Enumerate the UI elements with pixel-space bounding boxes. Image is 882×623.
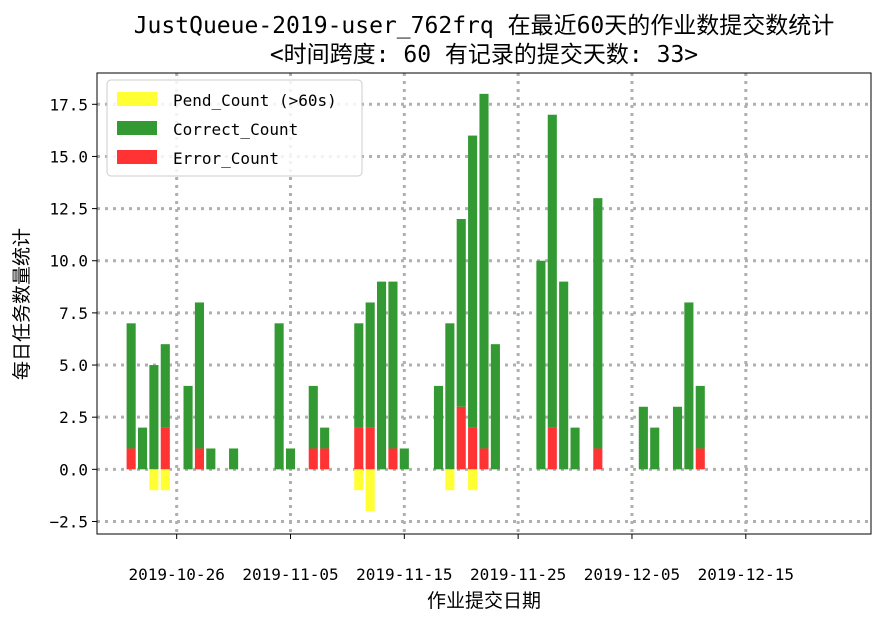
bar-error [194, 448, 204, 470]
chart-title-line2: <时间跨度: 60 有记录的提交天数: 33> [270, 42, 698, 68]
bar-correct [456, 219, 466, 407]
legend: Pend_Count (>60s) Correct_Count Error_Co… [106, 79, 363, 177]
bar-correct [274, 323, 284, 470]
y-tick-label: 15.0 [49, 147, 88, 166]
legend-box [106, 79, 363, 177]
bar-correct [695, 385, 705, 449]
bar-correct [377, 281, 387, 470]
bar-pend [445, 469, 455, 491]
bar-pend [365, 469, 375, 512]
x-tick-label: 2019-11-25 [470, 565, 566, 584]
bar-correct [650, 427, 660, 470]
bar-correct [672, 406, 683, 470]
chart-title-line1: JustQueue-2019-user_762frq 在最近60天的作业数提交数… [134, 13, 835, 39]
bar-error [320, 448, 330, 470]
bar-pend [160, 469, 170, 491]
bar-correct [320, 427, 330, 449]
y-tick-label: 10.0 [49, 252, 88, 271]
bar-pend [468, 469, 478, 491]
y-axis-label: 每日任务数量统计 [11, 228, 33, 380]
bar-correct [445, 323, 455, 470]
bar-correct [285, 448, 296, 470]
bar-correct [468, 135, 478, 428]
bar-correct [229, 448, 239, 470]
bar-pend [149, 469, 159, 491]
bar-error [388, 448, 398, 470]
bar-error [593, 448, 603, 470]
bar-correct [183, 385, 193, 470]
legend-label-correct: Correct_Count [173, 120, 298, 139]
bar-error [695, 448, 705, 470]
bar-error [479, 448, 489, 470]
bar-error [354, 427, 364, 470]
y-tick-label: 12.5 [49, 200, 88, 219]
y-tick-label: 17.5 [49, 95, 88, 114]
bar-error [468, 427, 478, 470]
x-tick-label: 2019-12-15 [698, 565, 794, 584]
x-tick-label: 2019-10-26 [129, 565, 225, 584]
legend-swatch-error [117, 150, 157, 164]
bar-error [365, 427, 375, 470]
bars [126, 93, 705, 512]
bar-correct [388, 281, 398, 449]
bar-correct [593, 198, 603, 449]
y-tick-label: −2.5 [49, 512, 88, 531]
bar-error [160, 427, 170, 470]
x-axis-ticks: 2019-10-26 2019-11-05 2019-11-15 2019-11-25… [129, 534, 794, 584]
bar-correct [638, 406, 648, 470]
x-axis-label: 作业提交日期 [427, 590, 541, 612]
bar-correct [126, 323, 136, 449]
legend-label-pend: Pend_Count (>60s) [173, 91, 337, 110]
bar-correct [308, 385, 318, 449]
x-tick-label: 2019-11-15 [356, 565, 452, 584]
x-tick-label: 2019-12-05 [584, 565, 680, 584]
legend-swatch-correct [117, 121, 157, 135]
y-tick-label: 7.5 [59, 304, 88, 323]
bar-correct [354, 323, 364, 428]
bar-correct [206, 448, 216, 470]
bar-error [308, 448, 318, 470]
legend-label-error: Error_Count [173, 149, 279, 168]
y-tick-label: 0.0 [59, 460, 88, 479]
bar-correct [149, 365, 159, 470]
x-tick-label: 2019-11-05 [242, 565, 338, 584]
legend-swatch-pend [117, 92, 157, 106]
bar-correct [490, 344, 500, 470]
bar-error [456, 406, 466, 470]
bar-correct [365, 302, 375, 428]
y-tick-label: 2.5 [59, 408, 88, 427]
bar-correct [536, 260, 546, 470]
bar-correct [547, 114, 557, 428]
plot-frame [96, 72, 872, 535]
bar-correct [433, 385, 444, 470]
bar-correct [570, 427, 580, 470]
bar-correct [194, 302, 204, 449]
bar-correct [684, 302, 694, 470]
bar-error [547, 427, 557, 470]
bar-correct [399, 448, 409, 470]
bar-correct [160, 344, 170, 428]
bar-correct [137, 427, 148, 470]
bar-correct [559, 281, 569, 470]
bar-correct [479, 93, 489, 449]
bar-pend [354, 469, 364, 491]
y-axis-ticks: −2.5 0.0 2.5 5.0 7.5 10.0 12.5 15.0 17.5 [49, 95, 97, 531]
bar-error [126, 448, 136, 470]
y-tick-label: 5.0 [59, 356, 88, 375]
